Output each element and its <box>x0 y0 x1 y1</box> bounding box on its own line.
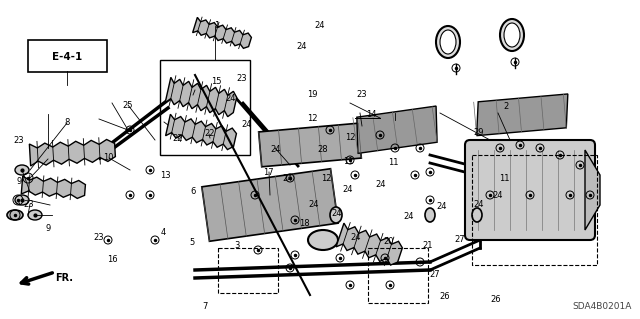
Text: 24: 24 <box>403 212 413 221</box>
Text: 23: 23 <box>14 136 24 145</box>
Text: 7: 7 <box>202 302 207 311</box>
Text: 25: 25 <box>123 101 133 110</box>
Text: 16: 16 <box>107 256 117 264</box>
Text: 24: 24 <box>342 185 353 194</box>
Text: 26: 26 <box>440 292 450 301</box>
Text: 22: 22 <box>205 130 215 138</box>
Text: 24: 24 <box>270 145 280 154</box>
Text: 24: 24 <box>376 180 386 189</box>
Text: 28: 28 <box>318 145 328 154</box>
Polygon shape <box>585 150 600 230</box>
Polygon shape <box>202 169 338 241</box>
Text: 29: 29 <box>474 128 484 137</box>
Text: 23: 23 <box>356 90 367 99</box>
Text: 15: 15 <box>211 77 221 86</box>
Ellipse shape <box>7 210 23 220</box>
Text: 14: 14 <box>366 110 376 119</box>
Text: 24: 24 <box>308 200 319 209</box>
Text: 24: 24 <box>474 200 484 209</box>
Ellipse shape <box>500 19 524 51</box>
Text: 11: 11 <box>388 158 399 167</box>
Text: 11: 11 <box>344 157 354 166</box>
Text: 19: 19 <box>307 90 317 99</box>
Polygon shape <box>259 123 362 167</box>
Ellipse shape <box>425 208 435 222</box>
Polygon shape <box>165 77 237 117</box>
Text: 13: 13 <box>160 171 170 180</box>
Text: 18: 18 <box>299 219 309 228</box>
Text: E-4-1: E-4-1 <box>52 52 82 62</box>
Text: 21: 21 <box>422 241 433 250</box>
Ellipse shape <box>330 207 342 223</box>
Ellipse shape <box>504 23 520 47</box>
Ellipse shape <box>472 208 482 222</box>
Bar <box>160 60 250 155</box>
Text: 11: 11 <box>499 174 509 182</box>
Text: 22: 22 <box>173 134 183 143</box>
Text: 27: 27 <box>454 235 465 244</box>
Ellipse shape <box>28 210 42 220</box>
Text: 23: 23 <box>94 233 104 242</box>
Text: 12: 12 <box>307 114 317 122</box>
Text: 24: 24 <box>241 120 252 129</box>
Bar <box>472 155 597 265</box>
Polygon shape <box>357 106 437 153</box>
Text: 3: 3 <box>234 241 239 250</box>
Text: 10: 10 <box>104 153 114 162</box>
Text: 1: 1 <box>214 21 219 30</box>
Text: 24: 24 <box>436 202 447 211</box>
Text: 4: 4 <box>161 228 166 237</box>
Ellipse shape <box>440 30 456 54</box>
Text: SDA4B0201A: SDA4B0201A <box>573 302 632 311</box>
Ellipse shape <box>436 26 460 58</box>
Text: FR.: FR. <box>55 273 73 283</box>
Text: 9: 9 <box>45 224 51 233</box>
Text: 24: 24 <box>225 94 236 103</box>
Text: 20: 20 <box>384 237 394 246</box>
Text: 23: 23 <box>237 74 247 83</box>
Text: 24: 24 <box>493 191 503 200</box>
Text: 24: 24 <box>350 233 360 242</box>
Text: 24: 24 <box>283 174 293 183</box>
Polygon shape <box>166 114 236 150</box>
Bar <box>368 248 428 303</box>
Polygon shape <box>336 223 403 265</box>
Ellipse shape <box>15 195 29 205</box>
Text: 12: 12 <box>346 133 356 142</box>
FancyBboxPatch shape <box>28 40 107 72</box>
Polygon shape <box>29 139 115 166</box>
Text: 27: 27 <box>430 270 440 279</box>
Text: 5: 5 <box>189 238 195 247</box>
Text: 2: 2 <box>503 102 508 111</box>
FancyBboxPatch shape <box>465 140 595 240</box>
Text: 9: 9 <box>17 177 22 186</box>
Text: 8: 8 <box>65 118 70 127</box>
Text: 24: 24 <box>297 42 307 51</box>
Text: 12: 12 <box>321 174 332 183</box>
Polygon shape <box>193 17 252 48</box>
Ellipse shape <box>15 165 29 175</box>
Text: 23: 23 <box>24 200 34 209</box>
Text: 24: 24 <box>332 209 342 218</box>
Text: 17: 17 <box>264 168 274 177</box>
Polygon shape <box>21 176 85 198</box>
Ellipse shape <box>308 230 338 250</box>
Text: 26: 26 <box>491 295 501 304</box>
Text: 24: 24 <box>315 21 325 30</box>
Polygon shape <box>477 94 568 136</box>
Text: 6: 6 <box>191 187 196 196</box>
Bar <box>218 248 278 293</box>
